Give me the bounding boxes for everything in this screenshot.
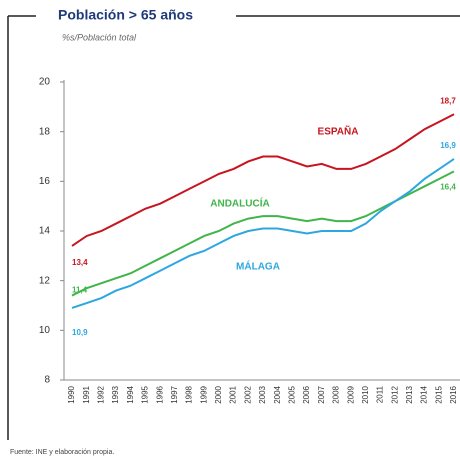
x-tick-label: 1991	[82, 385, 91, 403]
x-tick-label: 1994	[126, 385, 135, 403]
x-tick-label: 2009	[346, 385, 355, 403]
x-tick-label: 1990	[67, 385, 76, 403]
x-tick-label: 2004	[273, 385, 282, 403]
x-tick-label: 1998	[185, 385, 194, 403]
x-tick-label: 1995	[141, 385, 150, 403]
x-tick-label: 2005	[287, 385, 296, 403]
value-label: 16,4	[440, 183, 456, 192]
x-tick-label: 2013	[405, 385, 414, 403]
value-label: 16,9	[440, 141, 456, 150]
chart-title: Población > 65 años	[58, 7, 193, 23]
y-tick-label: 16	[39, 176, 51, 187]
value-label: 11,4	[72, 286, 88, 295]
y-tick-label: 14	[39, 226, 51, 237]
x-tick-label: 1993	[111, 385, 120, 403]
subtitle: %s/Población total	[62, 32, 137, 42]
y-tick-label: 12	[39, 275, 51, 286]
x-tick-label: 2016	[449, 385, 458, 403]
x-tick-label: 2003	[258, 385, 267, 403]
x-tick-label: 2014	[420, 385, 429, 403]
value-label: 13,4	[72, 258, 88, 267]
series-label: MÁLAGA	[236, 260, 280, 273]
x-tick-label: 1992	[96, 385, 105, 403]
y-tick-label: 20	[39, 77, 51, 88]
x-tick-label: 2011	[376, 385, 385, 403]
series-label: ANDALUCÍA	[210, 197, 269, 210]
y-tick-label: 18	[39, 126, 51, 137]
source: Fuente: INE y elaboración propia.	[10, 449, 114, 456]
x-tick-label: 2012	[390, 385, 399, 403]
x-tick-label: 2010	[361, 385, 370, 403]
x-tick-label: 1996	[155, 385, 164, 403]
x-tick-label: 2002	[243, 385, 252, 403]
x-tick-label: 2000	[214, 385, 223, 403]
y-tick-label: 8	[44, 375, 50, 386]
y-tick-label: 10	[39, 325, 51, 336]
series-label: ESPAÑA	[318, 125, 359, 138]
x-tick-label: 2015	[434, 385, 443, 403]
x-tick-label: 1997	[170, 385, 179, 403]
x-tick-label: 1999	[199, 385, 208, 403]
x-tick-label: 2007	[317, 385, 326, 403]
value-label: 10,9	[72, 328, 88, 337]
value-label: 18,7	[440, 96, 456, 105]
line	[71, 158, 455, 309]
x-tick-label: 2001	[229, 385, 238, 403]
line	[71, 170, 455, 297]
line	[71, 113, 455, 247]
x-tick-label: 2008	[332, 385, 341, 403]
x-tick-label: 2006	[302, 385, 311, 403]
